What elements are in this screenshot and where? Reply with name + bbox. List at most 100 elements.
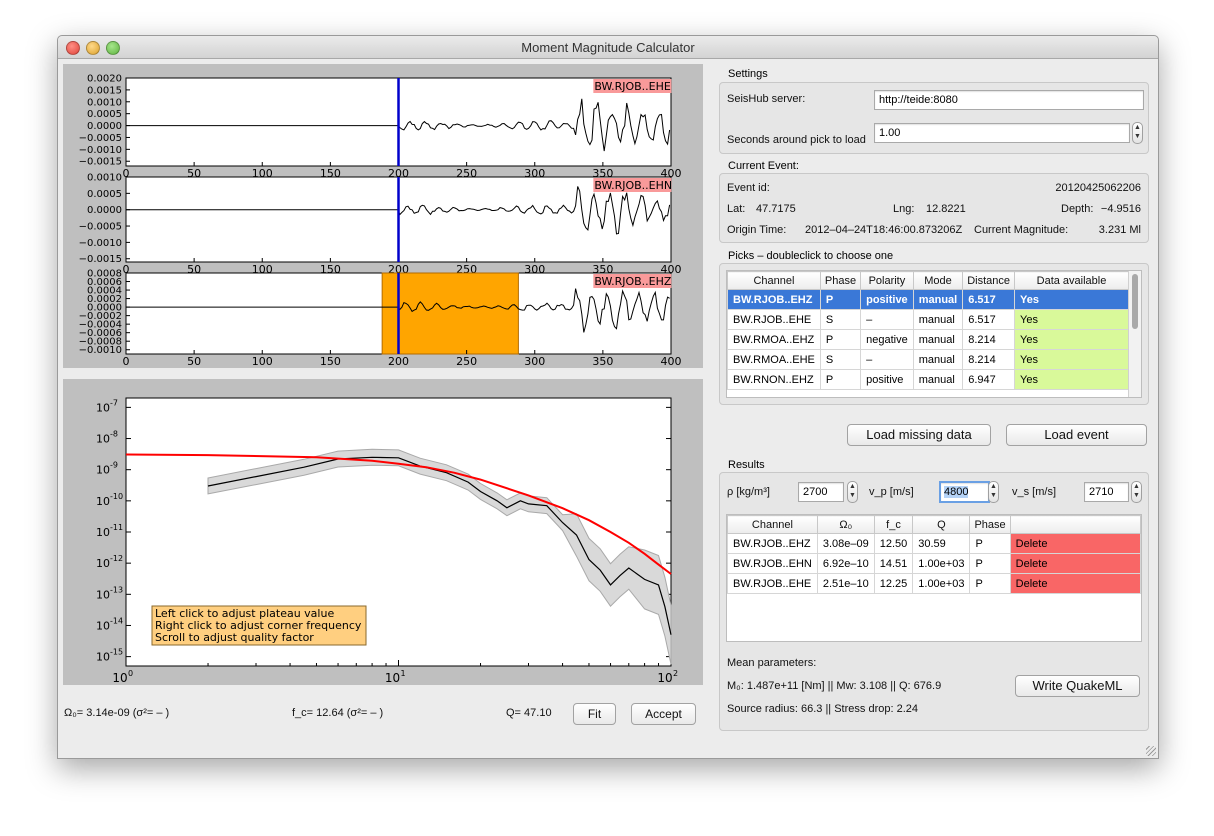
picks-table-row[interactable]: BW.RMOA..EHE S – manual 8.214 Yes	[727, 349, 1129, 370]
results-cell[interactable]: 6.92e–10	[816, 553, 875, 574]
resize-grip-icon[interactable]	[1146, 746, 1156, 756]
results-column-header[interactable]: Ω₀	[816, 515, 875, 534]
trace-panel-2: 0.00100.00050.0000−0.0005−0.0010−0.00150…	[79, 173, 682, 277]
picks-cell[interactable]: Yes	[1014, 349, 1129, 370]
rho-input[interactable]: 2700	[798, 482, 844, 502]
vs-input[interactable]: 2710	[1084, 482, 1129, 502]
results-cell[interactable]: 3.08e–09	[816, 533, 875, 554]
results-table[interactable]: Channel Ω₀ f_c Q Phase BW.RJOB..EHZ 3.08e–09 1…	[727, 515, 1141, 594]
results-cell[interactable]: P	[969, 553, 1011, 574]
picks-cell[interactable]: S	[819, 349, 862, 370]
picks-cell[interactable]: P	[819, 369, 862, 390]
picks-cell[interactable]: Yes	[1014, 289, 1129, 310]
spectrum-y-tick-label: 10	[96, 495, 110, 508]
results-column-header[interactable]: Phase	[969, 515, 1011, 534]
trace-plot-area[interactable]: 0.0020 0.0015 0.0010 0.0005 0.0000 −0.0005 −0.…	[63, 64, 703, 368]
seconds-stepper-icon[interactable]: ▲ ▼	[1132, 122, 1143, 144]
picks-column-header[interactable]: Mode	[912, 271, 964, 290]
picks-column-header[interactable]: Distance	[962, 271, 1016, 290]
picks-cell[interactable]: P	[819, 289, 862, 310]
results-cell[interactable]: 14.51	[873, 553, 914, 574]
picks-cell[interactable]: 8.214	[962, 329, 1016, 350]
picks-table-row[interactable]: BW.RJOB..EHE S – manual 6.517 Yes	[727, 309, 1129, 330]
picks-cell[interactable]: –	[860, 309, 914, 330]
delete-result-button[interactable]: Delete	[1009, 533, 1141, 554]
results-table-row[interactable]: BW.RJOB..EHZ 3.08e–09 12.50 30.59 P Delete	[727, 533, 1141, 554]
picks-scrollbar[interactable]	[1128, 271, 1141, 397]
results-cell[interactable]: 30.59	[912, 533, 971, 554]
trace-canvas[interactable]: 0.00200.00150.00100.00050.0000−0.0005−0.…	[63, 64, 703, 369]
delete-result-button[interactable]: Delete	[1009, 553, 1141, 574]
results-cell[interactable]: P	[969, 533, 1011, 554]
picks-cell[interactable]: S	[819, 309, 862, 330]
results-cell[interactable]: 12.25	[873, 573, 914, 594]
picks-cell[interactable]: manual	[912, 329, 964, 350]
spectrum-plot-area[interactable]: 10 -7 10 -8 10 -9 10 -10 10 -11 10 -12 10 -13 10 -14 10-…	[63, 379, 703, 685]
seconds-around-pick-input[interactable]: 1.00	[874, 123, 1130, 143]
accept-button[interactable]: Accept	[631, 703, 696, 725]
picks-cell[interactable]: Yes	[1014, 329, 1129, 350]
picks-cell[interactable]: 6.947	[962, 369, 1016, 390]
picks-cell[interactable]: 6.517	[962, 309, 1016, 330]
seishub-server-input[interactable]: http://teide:8080	[874, 90, 1144, 110]
results-cell[interactable]: 1.00e+03	[912, 573, 971, 594]
picks-scroll-thumb[interactable]	[1132, 274, 1138, 329]
picks-cell[interactable]: –	[860, 349, 914, 370]
picks-table[interactable]: Channel Phase Polarity Mode Distance Data ava…	[727, 271, 1129, 390]
seishub-server-label: SeisHub server:	[727, 93, 806, 105]
seconds-around-pick-label: Seconds around pick to load	[727, 134, 866, 146]
y-tick-label: −0.0015	[79, 157, 122, 168]
picks-column-header[interactable]: Polarity	[860, 271, 914, 290]
picks-cell[interactable]: BW.RMOA..EHE	[727, 349, 821, 370]
vs-stepper-icon[interactable]: ▲ ▼	[1131, 481, 1142, 503]
results-table-row[interactable]: BW.RJOB..EHN 6.92e–10 14.51 1.00e+03 P Delete	[727, 553, 1141, 574]
results-column-header[interactable]: Channel	[727, 515, 818, 534]
picks-cell[interactable]: BW.RMOA..EHZ	[727, 329, 821, 350]
picks-cell[interactable]: manual	[912, 309, 964, 330]
load-event-button[interactable]: Load event	[1006, 424, 1147, 446]
picks-column-header[interactable]: Phase	[819, 271, 862, 290]
picks-cell[interactable]: manual	[912, 349, 964, 370]
results-table-row[interactable]: BW.RJOB..EHE 2.51e–10 12.25 1.00e+03 P Delete	[727, 573, 1141, 594]
vp-stepper-icon[interactable]: ▲ ▼	[988, 481, 999, 503]
minimize-window-icon[interactable]	[86, 41, 100, 55]
picks-cell[interactable]: BW.RNON..EHZ	[727, 369, 821, 390]
load-missing-data-button[interactable]: Load missing data	[847, 424, 991, 446]
picks-column-header[interactable]: Channel	[727, 271, 821, 290]
picks-column-header[interactable]: Data available	[1014, 271, 1129, 290]
spectrum-y-tick-exponent: -14	[110, 616, 123, 625]
picks-cell[interactable]: Yes	[1014, 309, 1129, 330]
delete-result-button[interactable]: Delete	[1009, 573, 1141, 594]
results-cell[interactable]: 2.51e–10	[816, 573, 875, 594]
picks-cell[interactable]: positive	[860, 289, 914, 310]
results-column-header[interactable]: f_c	[873, 515, 914, 534]
results-cell[interactable]: 1.00e+03	[912, 553, 971, 574]
picks-cell[interactable]: BW.RJOB..EHZ	[727, 289, 821, 310]
vp-input[interactable]: 4800	[939, 481, 990, 503]
results-cell[interactable]: 12.50	[873, 533, 914, 554]
picks-cell[interactable]: BW.RJOB..EHE	[727, 309, 821, 330]
picks-cell[interactable]: negative	[860, 329, 914, 350]
results-cell[interactable]: BW.RJOB..EHE	[727, 573, 818, 594]
picks-cell[interactable]: 6.517	[962, 289, 1016, 310]
picks-cell[interactable]: manual	[912, 369, 964, 390]
rho-stepper-icon[interactable]: ▲ ▼	[847, 481, 858, 503]
picks-cell[interactable]: 8.214	[962, 349, 1016, 370]
write-quakeml-button[interactable]: Write QuakeML	[1015, 675, 1140, 697]
picks-cell[interactable]: positive	[860, 369, 914, 390]
results-column-header[interactable]	[1009, 515, 1141, 534]
picks-cell[interactable]: Yes	[1014, 369, 1129, 390]
picks-cell[interactable]: manual	[912, 289, 964, 310]
results-column-header[interactable]: Q	[912, 515, 971, 534]
close-window-icon[interactable]	[66, 41, 80, 55]
results-cell[interactable]: BW.RJOB..EHZ	[727, 533, 818, 554]
results-cell[interactable]: P	[969, 573, 1011, 594]
picks-cell[interactable]: P	[819, 329, 862, 350]
fit-button[interactable]: Fit	[573, 703, 616, 725]
results-cell[interactable]: BW.RJOB..EHN	[727, 553, 818, 574]
zoom-window-icon[interactable]	[106, 41, 120, 55]
